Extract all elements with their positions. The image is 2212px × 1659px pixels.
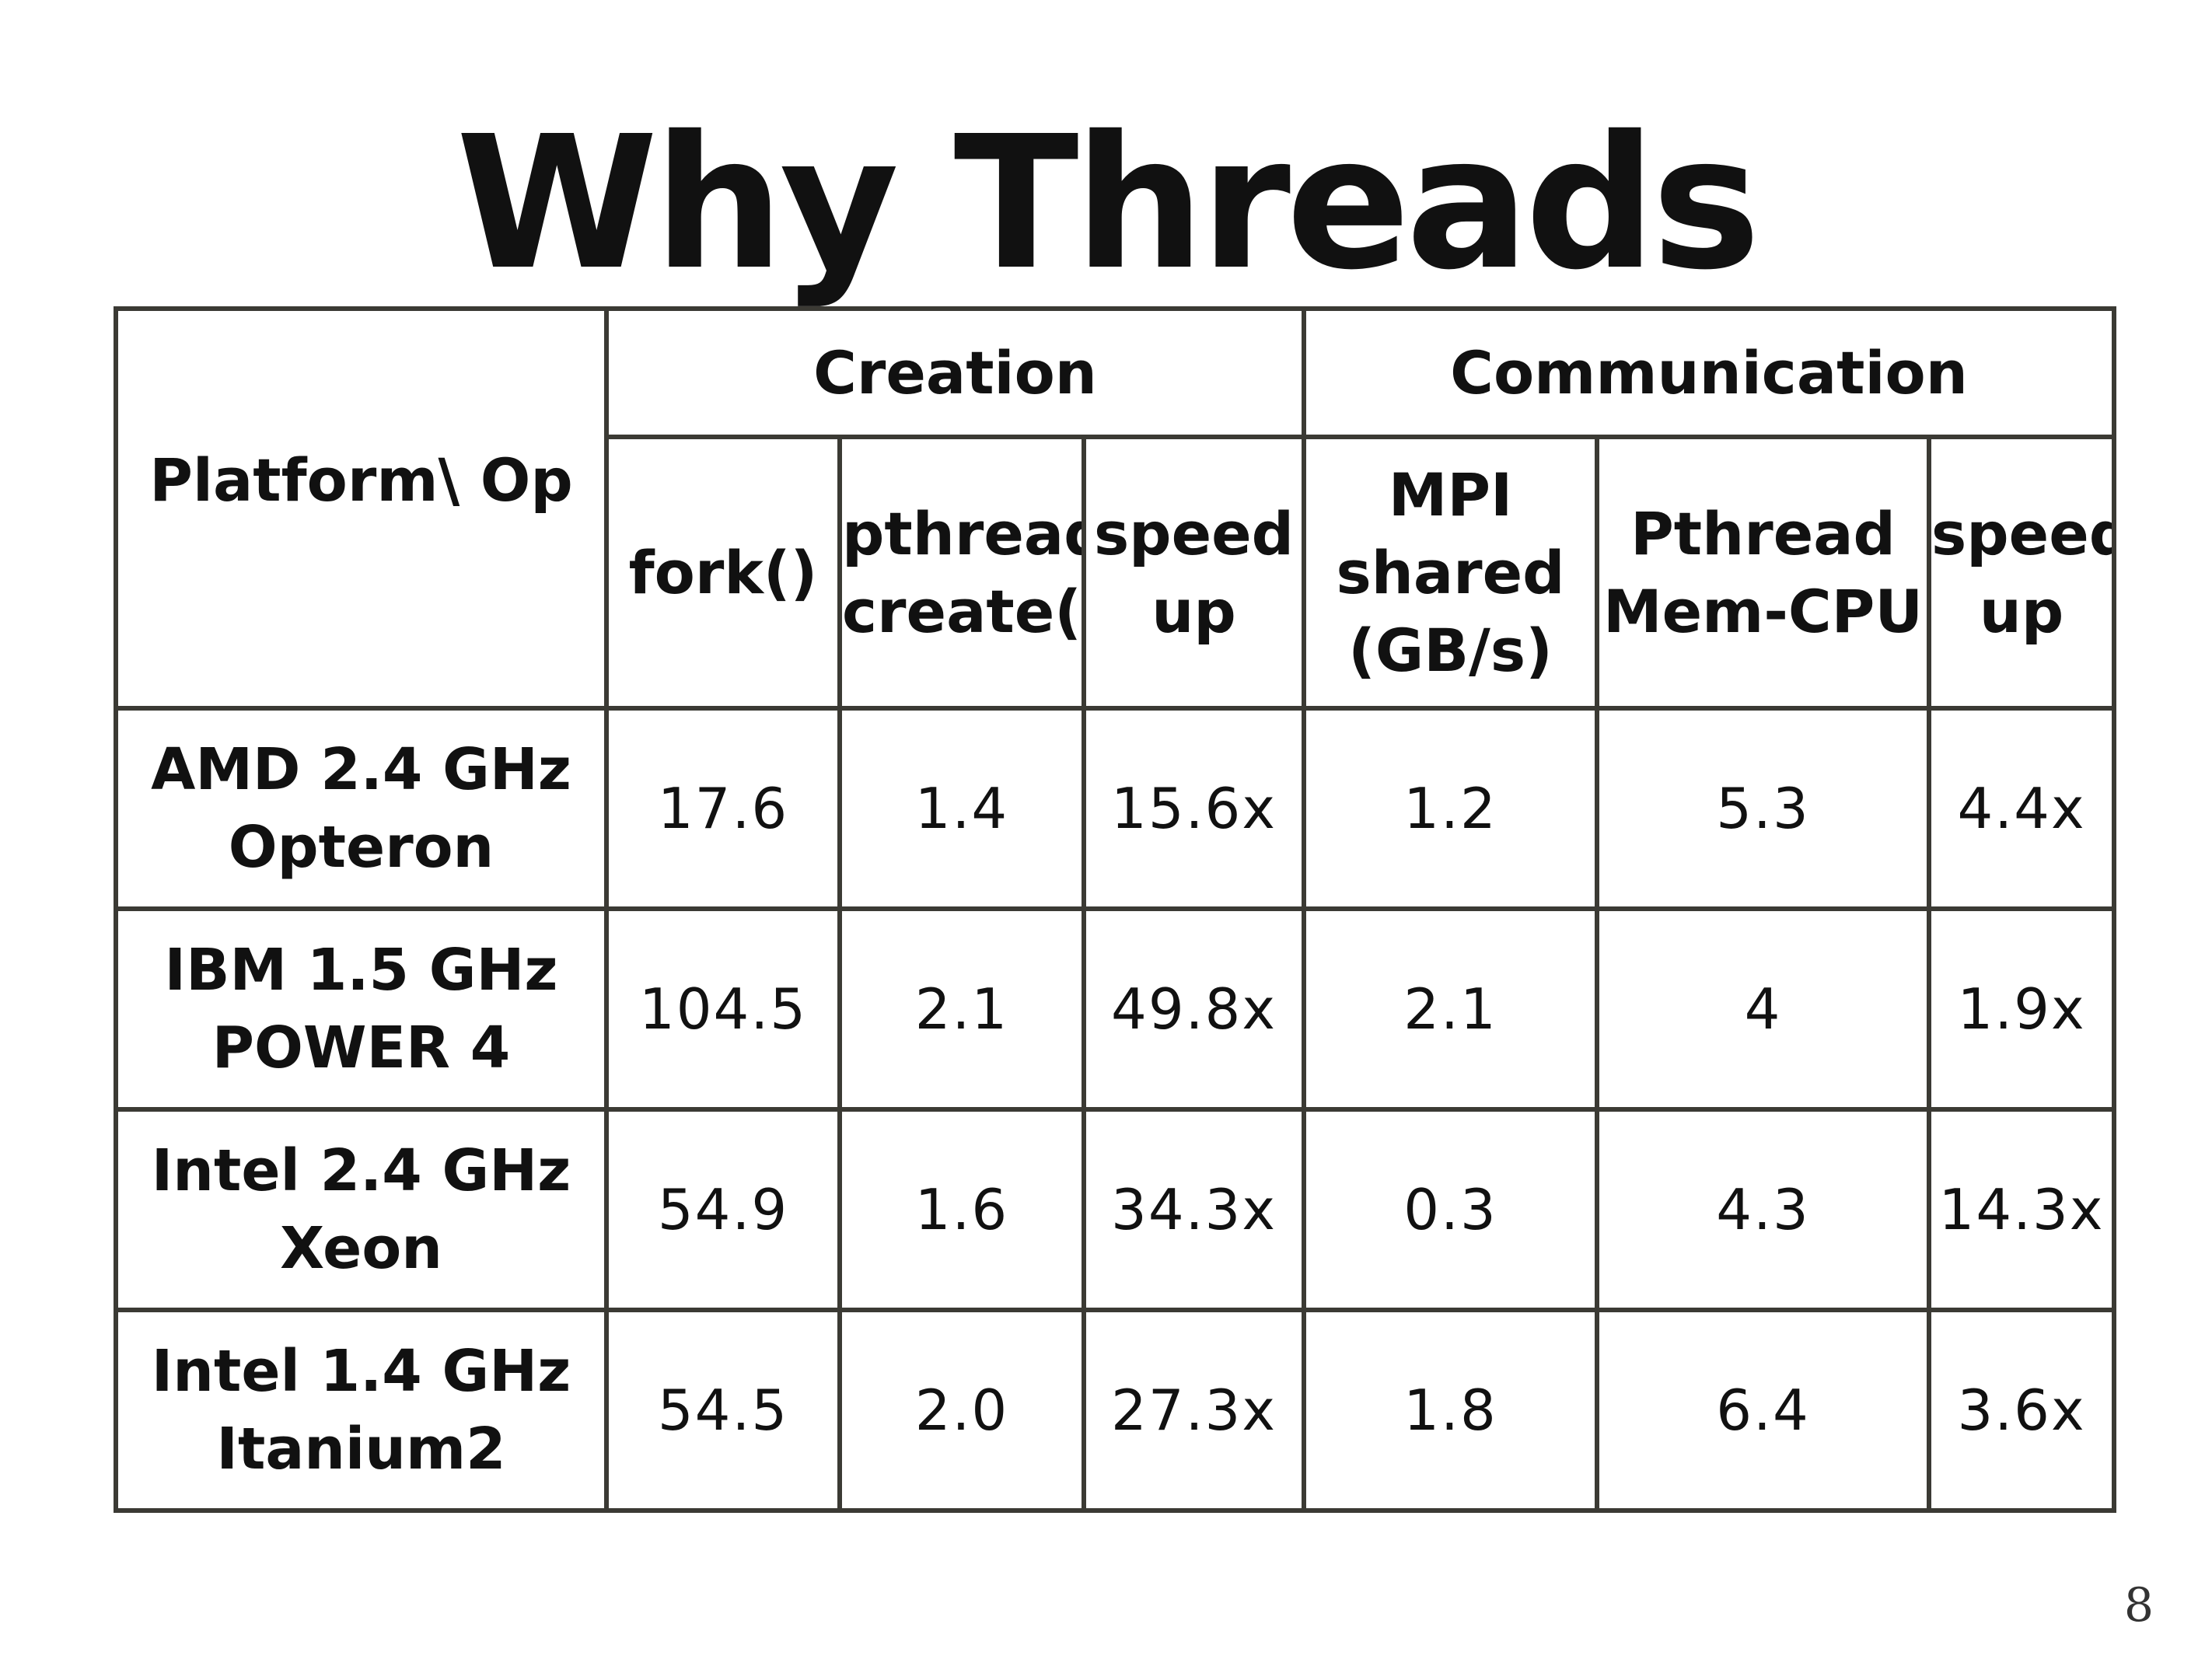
- table-row: Intel 2.4 GHz Xeon 54.9 1.6 34.3x 0.3 4.…: [114, 1107, 2117, 1312]
- column-header-line: Pthread: [1630, 498, 1896, 568]
- table-row: AMD 2.4 GHz Opteron 17.6 1.4 15.6x 1.2 5…: [114, 706, 2117, 911]
- column-header-line: Mem-CPU: [1602, 576, 1924, 646]
- column-header-line: up: [1151, 576, 1236, 646]
- value-cell-communication-speedup: 1.9x: [1927, 906, 2117, 1112]
- threads-comparison-table: Platform\ Op Creation Communication fork…: [114, 306, 2117, 1513]
- value-cell-mpi-shared: 1.2: [1302, 706, 1600, 911]
- platform-cell: Intel 2.4 GHz Xeon: [114, 1107, 609, 1312]
- value-cell-mpi-shared: 1.8: [1302, 1308, 1600, 1513]
- platform-cell: AMD 2.4 GHz Opteron: [114, 706, 609, 911]
- value-cell-communication-speedup: 3.6x: [1927, 1308, 2117, 1513]
- column-header-line: MPI: [1388, 459, 1513, 529]
- value-cell-creation-speedup: 34.3x: [1081, 1107, 1307, 1312]
- value-cell-mpi-shared: 2.1: [1302, 906, 1600, 1112]
- value-cell-creation-speedup: 49.8x: [1081, 906, 1307, 1112]
- column-header-line: fork(): [628, 537, 818, 607]
- column-header-row: fork() pthread create() speed up MPI sha…: [116, 435, 2117, 711]
- value-cell-communication-speedup: 14.3x: [1927, 1107, 2117, 1312]
- platform-line: AMD 2.4 GHz: [151, 736, 571, 803]
- column-header-line: create(): [842, 576, 1084, 646]
- slide-title: Why Threads: [456, 96, 1760, 310]
- group-header-row: Platform\ Op Creation Communication: [114, 306, 2117, 711]
- platform-line: Intel 1.4 GHz: [151, 1338, 571, 1405]
- column-header-line: pthread: [842, 498, 1084, 568]
- value-cell-fork: 17.6: [604, 706, 842, 911]
- platform-line: Itanium2: [216, 1416, 506, 1483]
- value-cell-pthread-create: 1.4: [837, 706, 1086, 911]
- column-header-communication-speedup: speed up: [1927, 435, 2117, 711]
- value-cell-pthread-mem-cpu: 4.3: [1595, 1107, 1932, 1312]
- value-cell-pthread-mem-cpu: 5.3: [1595, 706, 1932, 911]
- platform-line: Opteron: [228, 814, 494, 881]
- value-cell-pthread-create: 2.0: [837, 1308, 1086, 1513]
- column-header-pthread-create: pthread create(): [837, 435, 1086, 711]
- value-cell-mpi-shared: 0.3: [1302, 1107, 1600, 1312]
- value-cell-creation-speedup: 27.3x: [1081, 1308, 1307, 1513]
- table-row: Intel 1.4 GHz Itanium2 54.5 2.0 27.3x 1.…: [114, 1308, 2117, 1513]
- column-header-line: up: [1979, 576, 2064, 646]
- column-header-line: speed: [1093, 498, 1295, 568]
- platform-line: POWER 4: [211, 1015, 511, 1081]
- platform-cell: Intel 1.4 GHz Itanium2: [114, 1308, 609, 1513]
- value-cell-pthread-mem-cpu: 4: [1595, 906, 1932, 1112]
- column-header-pthread-mem-cpu: Pthread Mem-CPU: [1595, 435, 1932, 711]
- value-cell-creation-speedup: 15.6x: [1081, 706, 1307, 911]
- value-cell-pthread-create: 1.6: [837, 1107, 1086, 1312]
- value-cell-communication-speedup: 4.4x: [1927, 706, 2117, 911]
- corner-header-cell: Platform\ Op: [114, 306, 609, 711]
- corner-label: Platform\ Op: [149, 445, 573, 515]
- column-header-line: speed: [1931, 498, 2115, 568]
- column-header-line: (GB/s): [1348, 615, 1553, 685]
- value-cell-pthread-mem-cpu: 6.4: [1595, 1308, 1932, 1513]
- table-row: IBM 1.5 GHz POWER 4 104.5 2.1 49.8x 2.1 …: [114, 906, 2117, 1112]
- group-header-creation: Creation: [603, 306, 1307, 439]
- platform-cell: IBM 1.5 GHz POWER 4: [114, 906, 609, 1112]
- page-number: 8: [2123, 1578, 2154, 1633]
- platform-line: Intel 2.4 GHz: [151, 1137, 571, 1204]
- column-header-mpi-shared: MPI shared (GB/s): [1302, 435, 1600, 711]
- value-cell-fork: 104.5: [604, 906, 842, 1112]
- value-cell-fork: 54.9: [604, 1107, 842, 1312]
- column-header-fork: fork(): [604, 435, 842, 711]
- column-header-creation-speedup: speed up: [1081, 435, 1307, 711]
- group-header-communication: Communication: [1302, 306, 2117, 439]
- column-header-line: shared: [1336, 537, 1565, 607]
- platform-line: IBM 1.5 GHz: [164, 937, 558, 1004]
- value-cell-fork: 54.5: [604, 1308, 842, 1513]
- platform-line: Xeon: [280, 1215, 442, 1282]
- value-cell-pthread-create: 2.1: [837, 906, 1086, 1112]
